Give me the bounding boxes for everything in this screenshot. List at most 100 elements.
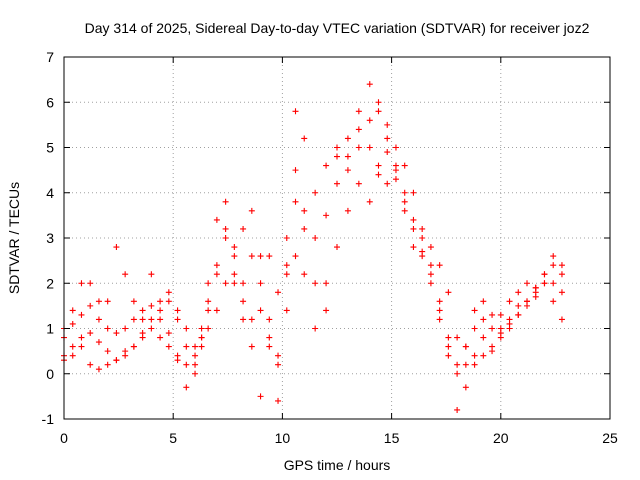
data-point	[471, 352, 478, 359]
x-tick-label: 20	[493, 430, 509, 446]
data-point	[192, 343, 199, 350]
data-point	[174, 352, 181, 359]
data-point	[384, 149, 391, 156]
y-tick-label: 7	[46, 49, 54, 65]
data-point	[283, 307, 290, 314]
y-tick-label: -1	[42, 411, 55, 427]
data-point	[344, 167, 351, 174]
data-point	[497, 311, 504, 318]
data-point	[550, 280, 557, 287]
data-point	[558, 289, 565, 296]
data-point	[323, 307, 330, 314]
data-point	[445, 343, 452, 350]
data-point	[113, 330, 120, 337]
data-point	[174, 316, 181, 323]
data-point	[419, 225, 426, 232]
data-point	[95, 316, 102, 323]
data-point	[301, 135, 308, 142]
data-point	[198, 334, 205, 341]
data-point	[231, 244, 238, 251]
x-tick-label: 5	[169, 430, 177, 446]
data-point	[113, 357, 120, 364]
data-point	[266, 343, 273, 350]
data-point	[401, 198, 408, 205]
data-point	[401, 189, 408, 196]
data-point	[419, 248, 426, 255]
data-point	[174, 307, 181, 314]
data-point	[78, 334, 85, 341]
data-point	[139, 307, 146, 314]
data-point	[165, 343, 172, 350]
data-point	[550, 262, 557, 269]
data-point	[436, 316, 443, 323]
data-point	[480, 352, 487, 359]
data-point	[248, 253, 255, 260]
data-point	[462, 361, 469, 368]
data-point	[157, 307, 164, 314]
data-point	[506, 298, 513, 305]
data-point	[283, 271, 290, 278]
data-point	[427, 244, 434, 251]
data-point	[392, 144, 399, 151]
data-point	[283, 262, 290, 269]
data-point	[122, 325, 129, 332]
data-points	[61, 81, 565, 413]
data-point	[95, 298, 102, 305]
data-point	[104, 325, 111, 332]
data-point	[366, 117, 373, 124]
y-tick-label: 4	[46, 185, 54, 201]
data-point	[266, 316, 273, 323]
x-tick-label: 25	[602, 430, 618, 446]
data-point	[148, 316, 155, 323]
data-point	[334, 244, 340, 251]
x-axis-label: GPS time / hours	[284, 457, 391, 473]
data-point	[355, 126, 362, 133]
y-axis-label: SDTVAR / TECUs	[6, 182, 22, 294]
data-point	[198, 325, 205, 332]
data-point	[205, 325, 212, 332]
data-point	[104, 361, 111, 368]
data-point	[240, 280, 247, 287]
data-point	[445, 289, 452, 296]
data-point	[248, 316, 255, 323]
data-point	[240, 298, 247, 305]
axis-ticks	[63, 56, 611, 420]
data-point	[323, 162, 330, 169]
data-point	[183, 325, 190, 332]
data-point	[95, 366, 102, 373]
data-point	[257, 280, 264, 287]
data-point	[489, 311, 496, 318]
data-point	[157, 316, 164, 323]
data-point	[248, 207, 255, 214]
data-point	[231, 271, 238, 278]
data-point	[436, 307, 443, 314]
data-point	[283, 235, 290, 241]
grid-lines	[64, 57, 610, 419]
data-point	[222, 280, 229, 287]
data-point	[334, 144, 340, 151]
data-point	[292, 198, 299, 205]
data-point	[257, 253, 264, 260]
data-point	[192, 370, 199, 377]
data-point	[558, 271, 565, 278]
y-tick-label: 2	[46, 275, 54, 291]
data-point	[192, 361, 199, 368]
data-point	[148, 325, 155, 332]
data-point	[213, 262, 220, 269]
data-point	[541, 271, 548, 278]
data-point	[222, 235, 229, 241]
data-point	[462, 384, 469, 391]
data-point	[231, 253, 238, 260]
data-point	[524, 280, 531, 287]
data-point	[69, 320, 76, 327]
data-point	[183, 361, 190, 368]
data-point	[95, 339, 102, 346]
chart-title: Day 314 of 2025, Sidereal Day-to-day VTE…	[85, 20, 590, 36]
data-point	[312, 325, 319, 332]
data-point	[205, 307, 212, 314]
y-tick-label: 5	[46, 140, 54, 156]
data-point	[334, 180, 340, 187]
data-point	[344, 153, 351, 160]
data-point	[292, 253, 299, 260]
data-point	[301, 271, 308, 278]
